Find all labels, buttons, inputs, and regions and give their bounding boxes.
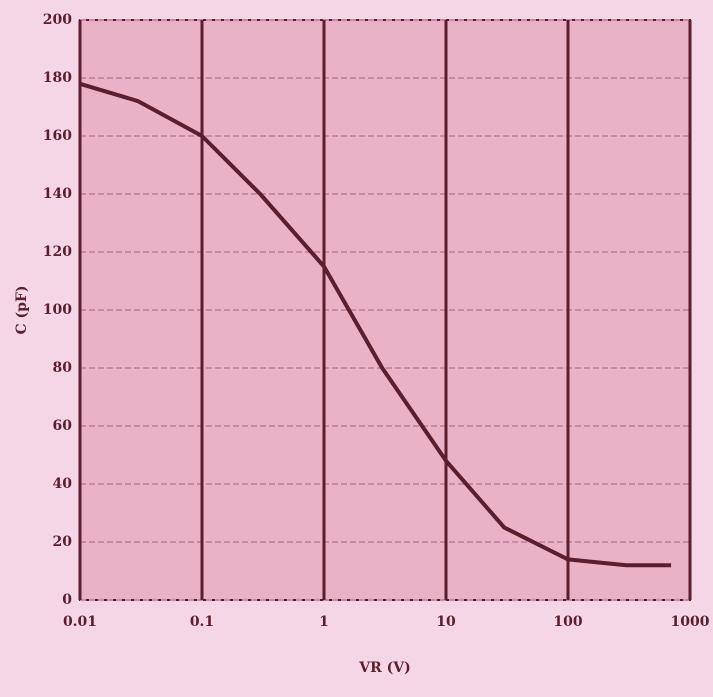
- y-tick-label: 120: [43, 244, 72, 260]
- y-tick-label: 0: [62, 592, 72, 608]
- y-tick-label: 60: [53, 418, 73, 434]
- y-tick-label: 40: [53, 476, 73, 492]
- x-tick-label: 100: [553, 614, 582, 630]
- y-tick-label: 200: [43, 12, 72, 28]
- x-axis-label: VR (V): [358, 660, 410, 676]
- y-axis-label: C (pF): [14, 286, 30, 335]
- y-tick-label: 100: [43, 302, 72, 318]
- x-tick-label: 1000: [671, 614, 710, 630]
- y-tick-label: 160: [43, 128, 72, 144]
- data-line: [79, 81, 672, 568]
- x-tick-label: 0.1: [190, 614, 214, 630]
- x-tick-label: 0.01: [63, 614, 97, 630]
- y-tick-label: 140: [43, 186, 72, 202]
- y-tick-label: 80: [53, 360, 73, 376]
- x-tick-label: 1: [319, 614, 329, 630]
- y-tick-label: 180: [43, 70, 72, 86]
- x-tick-label: 10: [436, 614, 456, 630]
- y-tick-label: 20: [53, 534, 73, 550]
